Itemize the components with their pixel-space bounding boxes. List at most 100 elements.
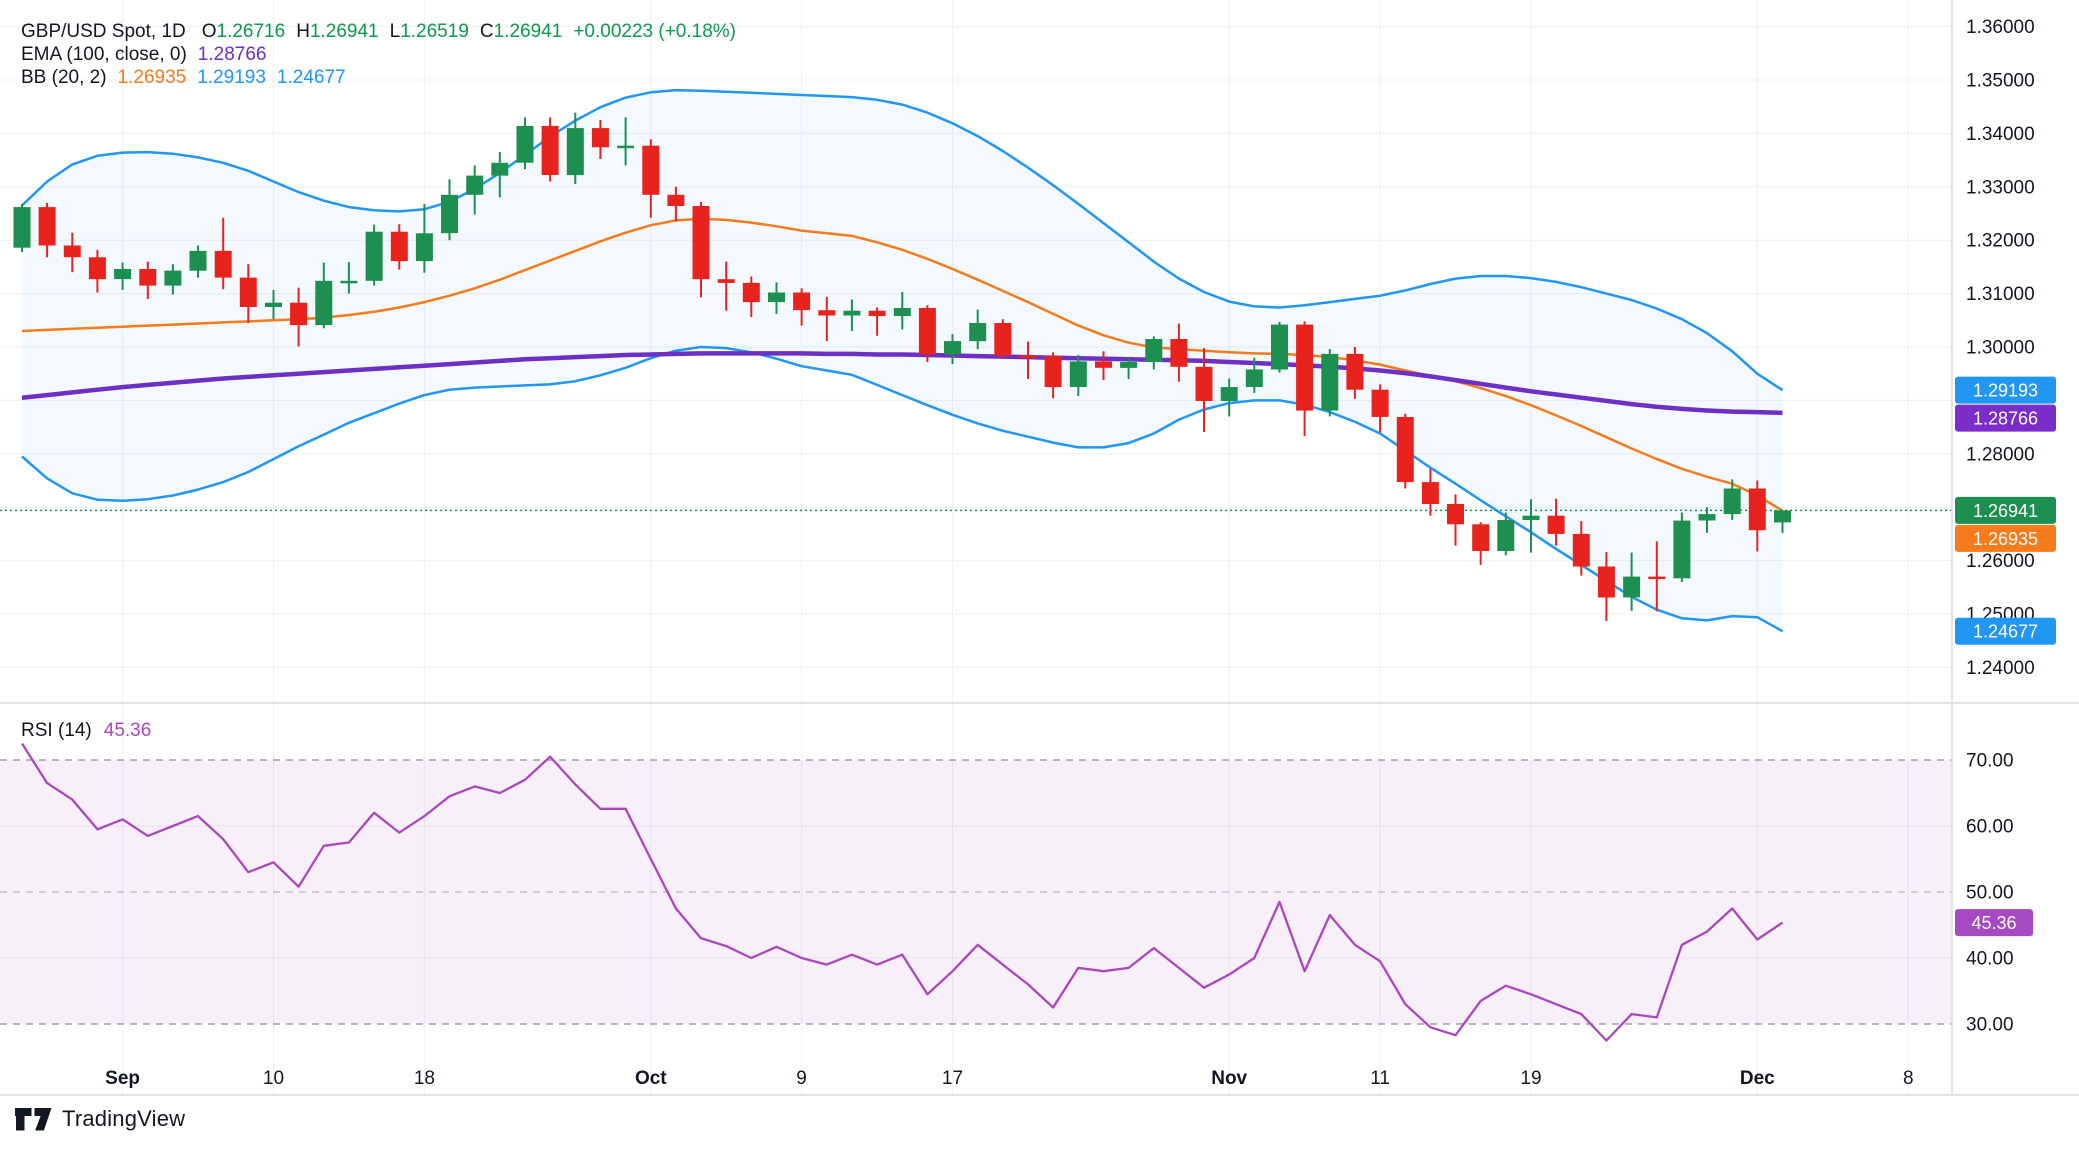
- candle-body: [1296, 324, 1314, 411]
- candle-body: [466, 175, 484, 195]
- rsi-legend-row[interactable]: RSI (14) 45.36: [21, 720, 151, 742]
- candle-body: [1572, 533, 1590, 567]
- low-pair: L1.26519: [390, 20, 469, 43]
- price-tick-label[interactable]: 1.31000: [1966, 284, 2035, 305]
- candle-body: [290, 302, 308, 326]
- candle-body: [1346, 353, 1364, 390]
- bb-fill: [22, 90, 1783, 632]
- price-tick-label[interactable]: 1.30000: [1966, 338, 2035, 359]
- price-tick-label[interactable]: 1.24000: [1966, 658, 2035, 679]
- bb-lower-line: [21, 345, 1784, 633]
- symbol-legend: GBP/USD Spot, 1D O1.26716 H1.26941 L1.26…: [21, 20, 736, 89]
- bb-legend-row[interactable]: BB (20, 2) 1.26935 1.29193 1.24677: [21, 66, 736, 89]
- price-tick-label[interactable]: 1.26000: [1966, 551, 2035, 572]
- candle-body: [918, 308, 936, 355]
- candle-body: [13, 207, 31, 248]
- time-tick-label[interactable]: Dec: [1740, 1068, 1775, 1089]
- ema-tag-text: 1.28766: [1973, 409, 2038, 429]
- candle-body: [1497, 520, 1515, 551]
- ema-legend-row[interactable]: EMA (100, close, 0) 1.28766: [21, 43, 736, 66]
- candle-body: [1472, 524, 1490, 551]
- bb-label: BB (20, 2): [21, 67, 107, 88]
- rsi-tick-label[interactable]: 30.00: [1966, 1015, 2014, 1036]
- candle-body: [617, 145, 635, 149]
- candle-body: [969, 323, 987, 342]
- candle-body: [1271, 324, 1288, 370]
- time-tick-label[interactable]: 8: [1903, 1068, 1914, 1089]
- time-tick-label[interactable]: 10: [263, 1068, 284, 1089]
- price-tick-label[interactable]: 1.35000: [1966, 71, 2035, 92]
- bb-lower-value: 1.24677: [276, 67, 346, 88]
- candle-body: [1421, 482, 1439, 504]
- price-tick-label[interactable]: 1.34000: [1966, 124, 2035, 145]
- candle-body: [1321, 353, 1339, 411]
- candle-body: [491, 162, 509, 176]
- open-label: O: [201, 21, 217, 42]
- high-label: H: [296, 21, 310, 42]
- ema-label: EMA (100, close, 0): [21, 44, 187, 65]
- time-tick-label[interactable]: 18: [414, 1068, 435, 1089]
- candle-body: [1095, 361, 1112, 368]
- bb-upper-value: 1.29193: [197, 67, 266, 88]
- candle-body: [793, 292, 811, 311]
- candle-body: [717, 279, 735, 283]
- open-pair: O1.26716: [202, 20, 285, 43]
- candle-body: [1195, 366, 1213, 401]
- bb-upper-line: [21, 88, 1784, 392]
- candle-body: [692, 206, 710, 280]
- candle-body: [239, 277, 257, 307]
- candle-body: [265, 302, 282, 307]
- candle-body: [742, 282, 760, 303]
- tradingview-logo-icon: [15, 1107, 52, 1130]
- time-tick-label[interactable]: 19: [1520, 1068, 1541, 1089]
- rsi-tick-label[interactable]: 40.00: [1966, 949, 2014, 970]
- candle-body: [415, 233, 433, 262]
- candle-body: [1547, 515, 1565, 534]
- ema-tag: [1955, 404, 2056, 432]
- candle-body: [214, 250, 232, 278]
- candle-body: [541, 125, 559, 175]
- high-pair: H1.26941: [296, 20, 378, 43]
- low-value: 1.26519: [400, 21, 469, 42]
- candle-body: [1069, 361, 1087, 387]
- rsi-tag-text: 45.36: [1971, 913, 2016, 933]
- tradingview-watermark[interactable]: TradingView: [15, 1106, 185, 1132]
- price-tick-label[interactable]: 1.36000: [1966, 17, 2035, 38]
- bb-upper-tag: [1955, 376, 2056, 404]
- candle-body: [38, 207, 56, 246]
- time-tick-label[interactable]: Nov: [1211, 1068, 1247, 1089]
- candle-body: [1220, 387, 1238, 401]
- rsi-tick-label[interactable]: 50.00: [1966, 883, 2014, 904]
- candle-body: [88, 257, 106, 280]
- rsi-tick-label[interactable]: 70.00: [1966, 751, 2014, 772]
- last-price-tag-text: 1.26941: [1973, 501, 2038, 521]
- time-tick-label[interactable]: 11: [1370, 1068, 1390, 1089]
- symbol-legend-row[interactable]: GBP/USD Spot, 1D O1.26716 H1.26941 L1.26…: [21, 20, 736, 43]
- price-tick-label[interactable]: 1.33000: [1966, 177, 2035, 198]
- time-tick-label[interactable]: Sep: [105, 1068, 140, 1089]
- candle-body: [1447, 504, 1464, 525]
- candle-body: [315, 280, 333, 326]
- rsi-tick-label[interactable]: 60.00: [1966, 817, 2014, 838]
- price-tick-label[interactable]: 1.28000: [1966, 444, 2035, 465]
- time-tick-label[interactable]: 17: [942, 1068, 963, 1089]
- low-label: L: [389, 21, 401, 42]
- candle-body: [1522, 515, 1540, 520]
- candle-body: [516, 125, 534, 163]
- close-value: 1.26941: [493, 21, 563, 42]
- price-tick-label[interactable]: 1.32000: [1966, 231, 2035, 252]
- time-tick-label[interactable]: 9: [796, 1068, 807, 1089]
- ema-line: [21, 351, 1783, 416]
- candle-body: [1648, 576, 1666, 580]
- candle-body: [1396, 417, 1414, 483]
- ema-value: 1.28766: [197, 44, 267, 65]
- candle-body: [1145, 339, 1163, 362]
- candle-body: [1748, 488, 1766, 531]
- bb-basis-tag-text: 1.26935: [1973, 529, 2038, 549]
- rsi-tag: [1955, 909, 2033, 937]
- candle-body: [63, 245, 81, 258]
- bb-basis-value: 1.26935: [117, 67, 187, 88]
- time-tick-label[interactable]: Oct: [635, 1068, 667, 1089]
